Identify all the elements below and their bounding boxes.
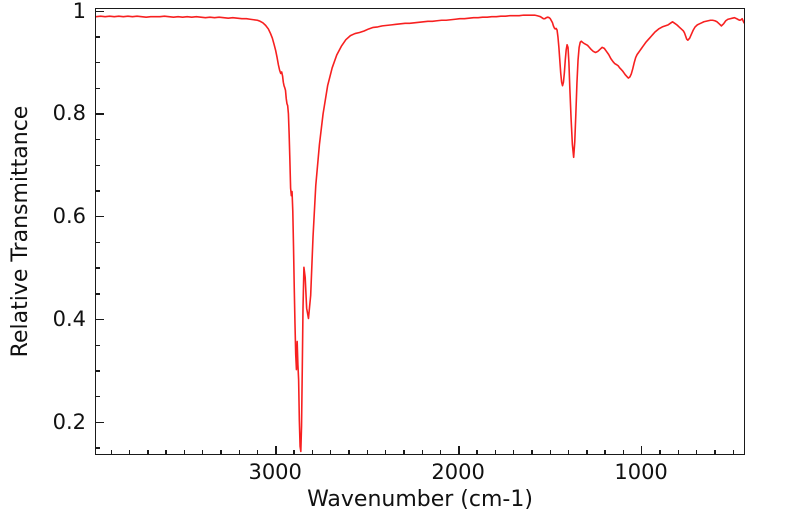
x-tick-2300 — [403, 450, 405, 455]
x-tick-2500 — [366, 450, 369, 455]
y-tick-0.9 — [95, 61, 100, 64]
y-tick-label-0.2: 0.2 — [52, 409, 86, 434]
x-tick-800 — [677, 450, 680, 455]
x-tick-label-2000: 2000 — [431, 460, 485, 484]
x-tick-2000 — [458, 446, 460, 455]
y-tick-0.25 — [95, 395, 100, 398]
x-tick-1500 — [549, 450, 551, 455]
y-tick-0.5 — [95, 267, 100, 269]
y-tick-label-0.8: 0.8 — [52, 101, 86, 126]
x-tick-3400 — [202, 450, 204, 455]
y-tick-0.6 — [95, 216, 104, 218]
x-tick-3500 — [183, 450, 186, 455]
x-tick-3600 — [165, 450, 167, 455]
x-tick-1900 — [476, 450, 478, 455]
x-tick-2900 — [293, 450, 295, 455]
y-tick-0.35 — [95, 344, 100, 346]
x-tick-1100 — [622, 450, 625, 455]
x-tick-1800 — [494, 450, 497, 455]
x-tick-3000 — [275, 446, 277, 455]
x-axis-title: Wavenumber (cm-1) — [307, 487, 533, 512]
y-tick-label-0.6: 0.6 — [52, 204, 86, 229]
spectrum-line-series — [96, 9, 744, 454]
spectrum-trace — [96, 15, 744, 451]
y-tick-0.85 — [95, 87, 100, 90]
x-tick-3700 — [147, 450, 149, 455]
y-tick-0.65 — [95, 190, 100, 192]
y-tick-0.3 — [95, 370, 100, 372]
x-tick-2700 — [330, 450, 332, 455]
x-tick-1700 — [513, 450, 515, 455]
x-tick-1300 — [586, 450, 588, 455]
x-tick-1200 — [604, 450, 606, 455]
x-tick-900 — [659, 450, 661, 455]
y-tick-0.45 — [95, 293, 100, 295]
x-tick-label-3000: 3000 — [248, 460, 302, 484]
x-tick-2100 — [439, 450, 442, 455]
x-tick-label-1000: 1000 — [614, 460, 668, 484]
x-tick-3100 — [256, 450, 259, 455]
x-tick-2800 — [311, 450, 314, 455]
x-tick-1600 — [531, 450, 533, 455]
plot-area — [95, 8, 745, 455]
y-tick-label-0.4: 0.4 — [52, 306, 86, 331]
x-tick-2600 — [348, 450, 350, 455]
y-tick-0.2 — [95, 421, 104, 423]
x-tick-600 — [714, 450, 716, 455]
x-tick-500 — [732, 450, 734, 455]
y-tick-1 — [95, 10, 104, 12]
y-tick-label-1: 1 — [72, 0, 86, 23]
y-tick-0.4 — [95, 318, 104, 321]
y-tick-0.7 — [95, 164, 100, 167]
y-tick-0.8 — [95, 113, 104, 115]
x-tick-1400 — [567, 450, 570, 455]
x-tick-3900 — [110, 450, 112, 455]
x-tick-3200 — [238, 450, 240, 455]
y-tick-0.15 — [95, 447, 100, 449]
x-tick-3800 — [128, 450, 131, 455]
x-tick-2200 — [421, 450, 423, 455]
x-tick-2400 — [384, 450, 387, 455]
x-tick-1000 — [641, 446, 643, 455]
x-tick-3300 — [220, 450, 222, 455]
y-axis-title: Relative Transmittance — [8, 105, 33, 358]
x-tick-700 — [695, 450, 698, 455]
y-tick-0.55 — [95, 241, 100, 244]
y-tick-0.75 — [95, 139, 100, 141]
y-tick-0.95 — [95, 36, 100, 38]
